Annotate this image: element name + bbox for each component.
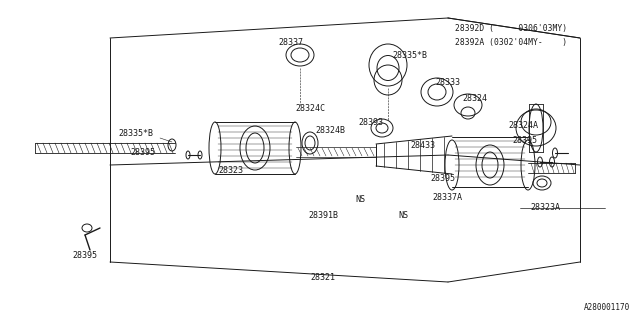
Text: 28393: 28393 xyxy=(358,117,383,126)
Text: 28395: 28395 xyxy=(130,148,155,156)
Text: A280001170: A280001170 xyxy=(584,303,630,312)
Text: 28337: 28337 xyxy=(278,37,303,46)
Text: 28392A (0302'04MY-    ): 28392A (0302'04MY- ) xyxy=(455,37,567,46)
Text: 28324A: 28324A xyxy=(508,121,538,130)
Text: 28323A: 28323A xyxy=(530,204,560,212)
Text: 28391B: 28391B xyxy=(308,211,338,220)
Text: 28321: 28321 xyxy=(310,274,335,283)
Text: 28333: 28333 xyxy=(435,77,460,86)
Text: NS: NS xyxy=(398,211,408,220)
Text: 28392D (    -0306'03MY): 28392D ( -0306'03MY) xyxy=(455,23,567,33)
Text: 28395: 28395 xyxy=(512,135,537,145)
Text: 28324C: 28324C xyxy=(295,103,325,113)
Text: 28335*B: 28335*B xyxy=(392,51,427,60)
Text: 28433: 28433 xyxy=(410,140,435,149)
Text: 28395: 28395 xyxy=(72,251,97,260)
Text: 28395: 28395 xyxy=(430,173,455,182)
Text: 28324B: 28324B xyxy=(315,125,345,134)
Text: 28337A: 28337A xyxy=(432,194,462,203)
Text: 28335*B: 28335*B xyxy=(118,129,153,138)
Text: 28323: 28323 xyxy=(218,165,243,174)
Text: NS: NS xyxy=(355,196,365,204)
Text: 28324: 28324 xyxy=(462,93,487,102)
